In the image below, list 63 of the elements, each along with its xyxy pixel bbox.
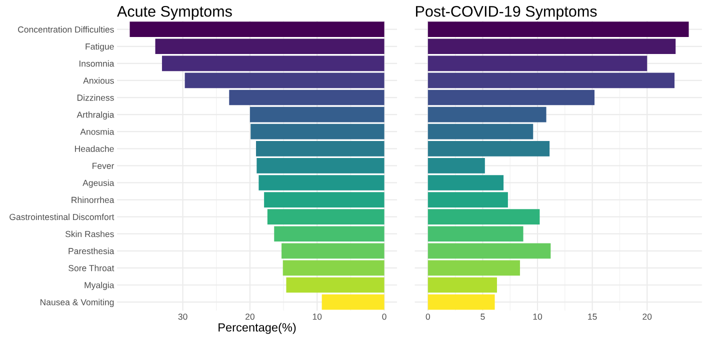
bar — [428, 38, 676, 54]
y-tick-label: Arthralgia — [76, 111, 114, 120]
x-tick-label: 20 — [246, 314, 254, 320]
y-tick-label: Nausea & Vomiting — [40, 298, 114, 308]
y-tick-label: Ageusia — [82, 180, 114, 188]
y-tick-label: Concentration Difficulties — [18, 26, 114, 33]
x-tick-label: 0 — [382, 314, 386, 320]
y-tick-label: Anosmia — [80, 128, 114, 135]
y-tick-label: Sore Throat — [68, 264, 114, 272]
x-tick-label: 20 — [642, 314, 652, 320]
bar — [286, 277, 384, 293]
bar — [428, 192, 508, 208]
bar — [428, 277, 497, 293]
y-tick-label: Dizziness — [77, 94, 114, 101]
y-tick-label: Paresthesia — [68, 248, 114, 254]
bar — [155, 38, 384, 54]
y-tick-label: Gastrointestinal Discomfort — [10, 214, 114, 220]
bar — [428, 106, 546, 122]
chart-title: Post-COVID-19 Symptoms — [416, 6, 597, 20]
bar — [282, 260, 384, 276]
bar — [274, 226, 384, 242]
bar — [256, 158, 384, 174]
bar — [282, 243, 384, 259]
bar — [267, 209, 384, 224]
y-tick-label: Insomnia — [80, 60, 114, 67]
y-tick-label: Myalgia — [84, 282, 114, 290]
bar — [428, 243, 551, 259]
y-tick-label: Anxious — [83, 77, 114, 84]
bar — [428, 90, 595, 106]
bar — [428, 22, 689, 38]
bar — [428, 72, 675, 88]
x-tick-label: 30 — [178, 314, 188, 320]
bar — [428, 294, 495, 310]
bar — [256, 140, 384, 156]
bar — [264, 192, 384, 208]
y-tick-label: Fatigue — [86, 43, 114, 52]
bar — [250, 106, 384, 122]
bar — [428, 226, 524, 242]
bar — [428, 140, 550, 156]
x-tick-label: 0 — [426, 314, 430, 320]
bar — [428, 175, 504, 190]
y-tick-label: Skin Rashes — [65, 230, 114, 238]
bar — [428, 260, 520, 276]
bar — [258, 175, 384, 190]
bar — [250, 124, 384, 140]
x-tick-label: 5 — [480, 314, 485, 320]
x-tick-label: 10 — [533, 314, 542, 320]
bar — [229, 90, 384, 106]
bar — [322, 294, 384, 310]
bar — [428, 124, 534, 140]
x-axis-title: Percentage(%) — [218, 322, 296, 334]
bar — [184, 72, 384, 88]
x-tick-label: 10 — [312, 314, 322, 320]
bar — [162, 56, 384, 72]
y-tick-label: Rhinorrhea — [72, 196, 114, 204]
bar — [428, 158, 485, 174]
bar — [130, 22, 384, 38]
y-tick-label: Headache — [75, 145, 114, 152]
x-tick-label: 15 — [588, 314, 597, 320]
bar — [428, 209, 540, 224]
bar — [428, 56, 648, 72]
y-tick-label: Fever — [92, 162, 114, 169]
chart-title: Acute Symptoms — [117, 6, 232, 20]
